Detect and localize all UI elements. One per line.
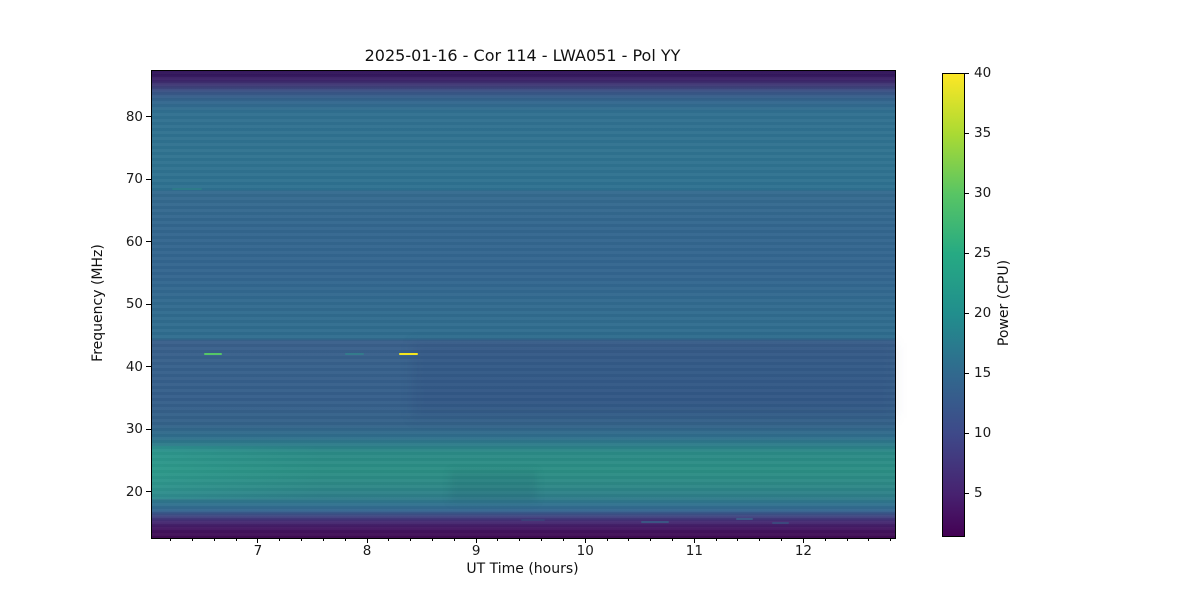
x-minor-tick [650, 538, 652, 541]
colorbar [942, 73, 965, 537]
x-tick-label: 10 [576, 543, 594, 559]
y-major-tick [146, 241, 151, 243]
x-minor-tick [737, 538, 739, 541]
y-tick-label: 80 [125, 108, 143, 125]
x-minor-tick [628, 538, 630, 541]
y-tick-label: 40 [125, 358, 143, 375]
event-faint-dash-teal [345, 352, 364, 355]
x-minor-tick [519, 538, 521, 541]
x-minor-tick [388, 538, 390, 541]
x-minor-tick [431, 538, 433, 541]
x-minor-tick [279, 538, 281, 541]
colorbar-tick-label: 30 [974, 185, 992, 201]
x-minor-tick [846, 538, 848, 541]
colorbar-tick-label: 35 [974, 125, 992, 141]
x-axis-label: UT Time (hours) [466, 561, 579, 577]
x-minor-tick [322, 538, 324, 541]
y-tick-label: 20 [125, 483, 143, 500]
x-minor-tick [344, 538, 346, 541]
overlay-low-band-dim-patch [449, 471, 538, 503]
event-rfi-dash-3 [771, 521, 790, 524]
x-minor-tick [497, 538, 499, 541]
x-minor-tick [213, 538, 215, 541]
x-major-tick [584, 538, 586, 543]
y-tick-label: 50 [125, 296, 143, 313]
event-rfi-dash-1 [640, 520, 670, 523]
x-tick-label: 8 [362, 543, 372, 559]
heatmap-scanline-texture [152, 71, 895, 538]
colorbar-tick [964, 192, 969, 194]
event-bright-dash-green [204, 353, 222, 356]
colorbar-tick [964, 432, 969, 434]
y-major-tick [146, 366, 151, 368]
y-major-tick [146, 303, 151, 305]
event-rfi-dash-4 [520, 519, 545, 522]
y-major-tick [146, 178, 151, 180]
colorbar-tick [964, 492, 969, 494]
x-minor-tick [191, 538, 193, 541]
x-tick-label: 11 [685, 543, 703, 559]
colorbar-label: Power (CPU) [996, 259, 1012, 347]
event-rfi-dash-2 [735, 518, 754, 521]
colorbar-tick [964, 132, 969, 134]
y-major-tick [146, 491, 151, 493]
x-tick-label: 7 [253, 543, 263, 559]
colorbar-tick [964, 312, 969, 314]
y-major-tick [146, 428, 151, 430]
x-major-tick [257, 538, 259, 543]
colorbar-tick [964, 252, 969, 254]
y-tick-label: 30 [125, 421, 143, 438]
x-minor-tick [824, 538, 826, 541]
x-minor-tick [890, 538, 892, 541]
x-minor-tick [301, 538, 303, 541]
x-minor-tick [759, 538, 761, 541]
y-axis-label: Frequency (MHz) [90, 244, 106, 362]
x-minor-tick [781, 538, 783, 541]
overlay-low-band-bright-left [152, 446, 325, 500]
overlay-mid-band-dark-patch [411, 342, 895, 418]
x-minor-tick [672, 538, 674, 541]
x-tick-label: 9 [471, 543, 481, 559]
x-minor-tick [410, 538, 412, 541]
colorbar-tick-label: 25 [974, 245, 992, 261]
plot-title: 2025-01-16 - Cor 114 - LWA051 - Pol YY [364, 46, 681, 65]
event-faint-dash-68mhz [171, 188, 203, 190]
colorbar-tick [964, 372, 969, 374]
x-major-tick [802, 538, 804, 543]
x-minor-tick [868, 538, 870, 541]
x-major-tick [693, 538, 695, 543]
y-tick-label: 70 [125, 171, 143, 188]
x-major-tick [366, 538, 368, 543]
colorbar-tick-label: 20 [974, 305, 992, 321]
x-major-tick [475, 538, 477, 543]
colorbar-tick [964, 72, 969, 74]
x-minor-tick [606, 538, 608, 541]
x-minor-tick [562, 538, 564, 541]
y-tick-label: 60 [125, 233, 143, 250]
heatmap-canvas [152, 71, 895, 538]
x-minor-tick [715, 538, 717, 541]
x-minor-tick [170, 538, 172, 541]
event-bright-dash-yellow [398, 352, 419, 356]
y-major-tick [146, 116, 151, 118]
colorbar-tick-label: 5 [974, 485, 983, 501]
heatmap-plot-area [151, 70, 896, 539]
colorbar-tick-label: 40 [974, 65, 992, 81]
colorbar-tick-label: 15 [974, 365, 992, 381]
colorbar-tick-label: 10 [974, 425, 992, 441]
x-minor-tick [453, 538, 455, 541]
x-tick-label: 12 [794, 543, 813, 559]
x-minor-tick [235, 538, 237, 541]
x-minor-tick [541, 538, 543, 541]
